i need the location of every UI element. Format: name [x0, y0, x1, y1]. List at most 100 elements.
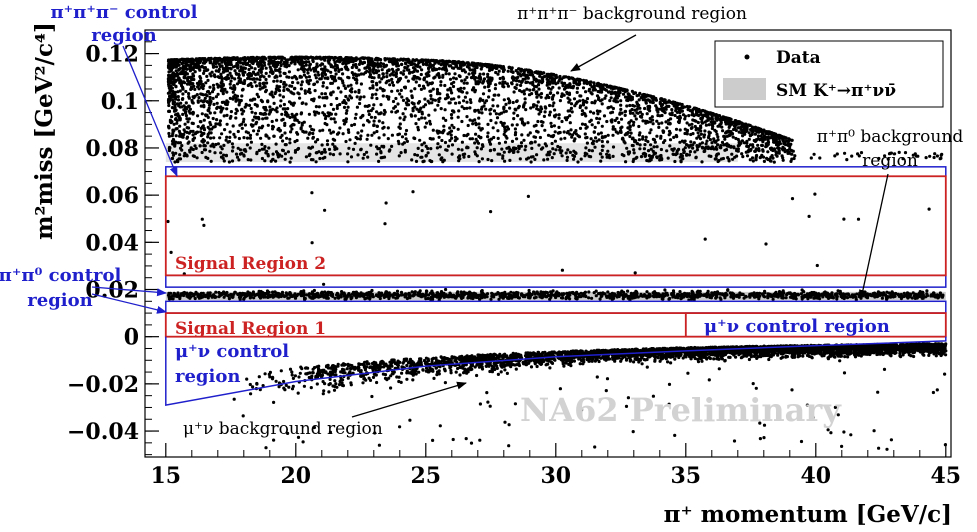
data-point: [349, 83, 353, 87]
data-point: [710, 141, 714, 145]
data-point: [363, 104, 367, 108]
data-point: [457, 60, 461, 64]
data-point: [928, 154, 932, 158]
data-point: [172, 122, 176, 126]
data-point: [213, 111, 217, 115]
data-point: [627, 151, 632, 155]
data-point: [694, 155, 698, 159]
data-point: [396, 64, 400, 68]
data-point: [357, 68, 361, 72]
data-point: [167, 73, 171, 77]
data-point: [375, 129, 379, 134]
data-point: [379, 151, 383, 155]
data-point: [340, 67, 344, 71]
data-point: [566, 115, 570, 120]
data-point: [638, 147, 642, 151]
data-point: [612, 85, 616, 89]
data-point: [242, 136, 246, 140]
data-point: [174, 69, 178, 73]
data-point: [536, 100, 540, 104]
data-point: [680, 109, 685, 113]
data-point: [201, 61, 206, 65]
data-point: [328, 128, 332, 132]
data-point: [697, 107, 701, 112]
data-point: [678, 110, 682, 115]
data-point: [403, 148, 407, 152]
data-point: [546, 81, 550, 85]
data-point: [211, 116, 215, 121]
data-point: [494, 121, 498, 125]
data-point: [458, 157, 462, 161]
data-point: [186, 76, 190, 80]
data-point: [532, 77, 536, 82]
data-point: [441, 75, 445, 79]
data-point: [530, 146, 534, 150]
data-point: [701, 109, 706, 113]
data-point: [529, 160, 533, 164]
data-point: [173, 144, 177, 148]
data-point: [228, 60, 232, 64]
data-point: [221, 70, 225, 74]
data-point: [689, 140, 693, 144]
data-point: [741, 155, 745, 159]
data-point: [341, 100, 345, 105]
data-point: [505, 146, 509, 150]
data-point: [519, 117, 523, 121]
data-point: [343, 86, 348, 90]
data-point: [229, 79, 233, 83]
data-point: [656, 113, 660, 118]
data-point: [470, 68, 475, 72]
data-point: [704, 123, 709, 127]
data-point: [430, 58, 434, 63]
data-point: [729, 117, 733, 121]
data-point: [575, 90, 579, 94]
data-point: [513, 127, 518, 131]
data-point: [171, 71, 175, 75]
data-point: [391, 99, 396, 104]
data-point: [706, 114, 710, 118]
data-point: [398, 122, 402, 126]
data-point: [668, 144, 672, 148]
data-point: [635, 155, 639, 159]
data-point: [720, 140, 725, 144]
data-point: [220, 147, 224, 151]
data-point: [331, 137, 335, 141]
data-point: [696, 131, 700, 135]
data-point: [741, 134, 745, 138]
data-point: [384, 81, 388, 85]
data-point: [233, 69, 237, 73]
data-point: [438, 96, 442, 100]
data-point: [293, 140, 297, 144]
data-point: [449, 97, 454, 101]
data-point: [452, 126, 456, 130]
data-point: [341, 58, 345, 62]
data-point: [392, 57, 397, 61]
data-point: [499, 120, 503, 124]
data-point: [585, 97, 590, 101]
data-point: [737, 130, 741, 134]
data-point: [175, 127, 179, 131]
data-point: [295, 118, 299, 122]
data-point: [614, 100, 618, 104]
data-point: [417, 100, 422, 104]
data-point: [361, 156, 365, 160]
data-point: [169, 121, 173, 125]
data-point: [573, 137, 577, 141]
data-point: [362, 95, 366, 99]
data-point: [345, 109, 349, 113]
data-point: [648, 105, 652, 109]
data-point: [266, 99, 270, 103]
data-point: [446, 144, 451, 148]
data-point: [503, 159, 507, 163]
data-point: [239, 65, 243, 69]
data-point: [365, 137, 369, 141]
data-point: [228, 82, 232, 86]
data-point: [370, 93, 375, 97]
data-point: [372, 103, 376, 107]
data-point: [248, 146, 252, 150]
data-point: [590, 149, 595, 153]
data-point: [171, 130, 175, 134]
data-point: [595, 116, 599, 120]
data-point: [291, 80, 295, 85]
data-point: [690, 126, 694, 130]
